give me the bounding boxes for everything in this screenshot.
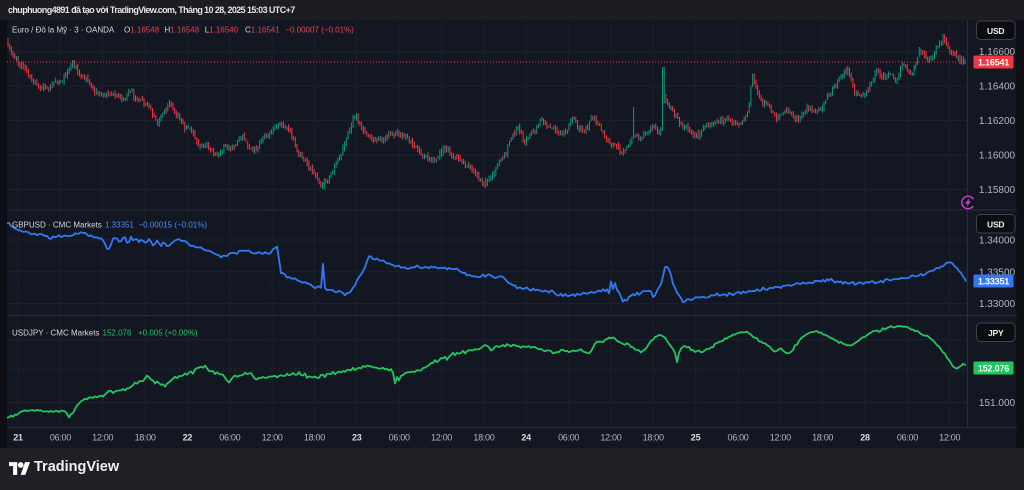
- svg-text:GBPUSD · CMC Markets: GBPUSD · CMC Markets: [12, 221, 102, 230]
- svg-text:06:00: 06:00: [558, 433, 579, 443]
- svg-text:06:00: 06:00: [219, 433, 240, 443]
- svg-text:18:00: 18:00: [643, 433, 664, 443]
- svg-text:06:00: 06:00: [50, 433, 71, 443]
- svg-text:151.000: 151.000: [979, 398, 1016, 409]
- svg-text:1.16600: 1.16600: [979, 47, 1016, 58]
- svg-text:25: 25: [691, 433, 701, 443]
- svg-text:24: 24: [521, 433, 531, 443]
- svg-text:18:00: 18:00: [135, 433, 156, 443]
- svg-text:1.33351: 1.33351: [978, 277, 1009, 287]
- svg-text:1.16400: 1.16400: [979, 82, 1016, 93]
- svg-text:18:00: 18:00: [473, 433, 494, 443]
- svg-text:12:00: 12:00: [600, 433, 621, 443]
- svg-text:1.34000: 1.34000: [979, 236, 1016, 247]
- svg-text:USD: USD: [987, 26, 1004, 36]
- svg-text:USD: USD: [987, 219, 1004, 229]
- svg-text:1.33351: 1.33351: [105, 221, 134, 230]
- svg-text:USDJPY · CMC Markets: USDJPY · CMC Markets: [12, 329, 99, 338]
- svg-text:06:00: 06:00: [727, 433, 748, 443]
- svg-text:23: 23: [352, 433, 362, 443]
- svg-text:152.076: 152.076: [103, 329, 132, 338]
- svg-text:06:00: 06:00: [897, 433, 918, 443]
- svg-text:1.16541: 1.16541: [978, 58, 1009, 68]
- svg-text:12:00: 12:00: [262, 433, 283, 443]
- svg-text:12:00: 12:00: [431, 433, 452, 443]
- svg-text:1.15800: 1.15800: [979, 185, 1016, 196]
- svg-text:22: 22: [183, 433, 193, 443]
- svg-text:18:00: 18:00: [812, 433, 833, 443]
- svg-text:152.076: 152.076: [978, 364, 1009, 374]
- svg-text:O1.16548: O1.16548: [124, 26, 160, 35]
- svg-text:L1.16540: L1.16540: [205, 26, 239, 35]
- svg-text:1.33500: 1.33500: [979, 267, 1016, 278]
- svg-text:18:00: 18:00: [304, 433, 325, 443]
- svg-text:H1.16548: H1.16548: [165, 26, 200, 35]
- svg-text:1.16200: 1.16200: [979, 116, 1016, 127]
- svg-text:−0.00007 (−0.01%): −0.00007 (−0.01%): [285, 26, 354, 35]
- svg-text:12:00: 12:00: [939, 433, 960, 443]
- svg-text:12:00: 12:00: [92, 433, 113, 443]
- svg-text:C1.16541: C1.16541: [245, 26, 280, 35]
- svg-text:JPY: JPY: [988, 328, 1004, 338]
- svg-text:Euro / Đô la Mỹ · 3 · OANDA: Euro / Đô la Mỹ · 3 · OANDA: [12, 26, 115, 35]
- svg-text:1.16000: 1.16000: [979, 151, 1016, 162]
- svg-text:12:00: 12:00: [770, 433, 791, 443]
- svg-text:28: 28: [860, 433, 870, 443]
- svg-text:06:00: 06:00: [389, 433, 410, 443]
- svg-text:21: 21: [13, 433, 23, 443]
- svg-text:+0.005 (+0.00%): +0.005 (+0.00%): [138, 329, 198, 338]
- svg-text:−0.00015 (−0.01%): −0.00015 (−0.01%): [139, 221, 208, 230]
- svg-text:1.33000: 1.33000: [979, 299, 1016, 310]
